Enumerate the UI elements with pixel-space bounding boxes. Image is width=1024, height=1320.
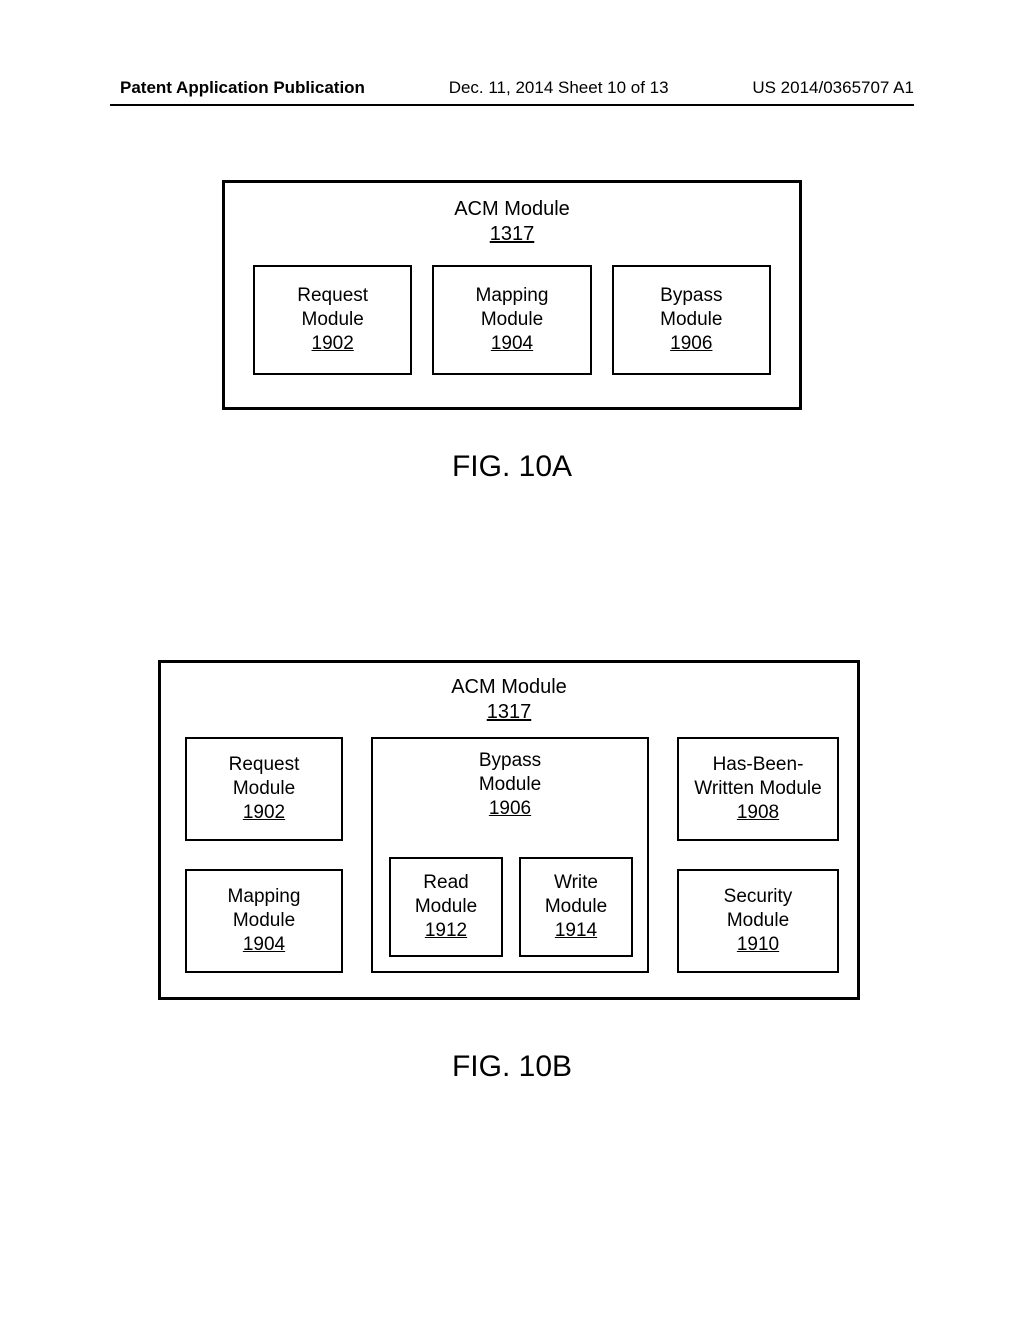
module-ref: 1912 xyxy=(425,919,467,943)
page-header: Patent Application Publication Dec. 11, … xyxy=(0,78,1024,98)
module-label: Security xyxy=(724,885,793,909)
module-label: Module xyxy=(481,308,543,332)
figB-body: Request Module 1902 Mapping Module 1904 … xyxy=(161,731,857,1001)
module-ref: 1904 xyxy=(491,332,533,356)
module-label: Module xyxy=(660,308,722,332)
module-ref: 1902 xyxy=(312,332,354,356)
module-label: Mapping xyxy=(228,885,301,909)
module-label: Bypass xyxy=(660,284,722,308)
module-ref: 1910 xyxy=(737,933,779,957)
module-ref: 1904 xyxy=(243,933,285,957)
module-label: Request xyxy=(229,753,300,777)
module-ref: 1914 xyxy=(555,919,597,943)
figure-10a-container: ACM Module 1317 Request Module 1902 Mapp… xyxy=(222,180,802,410)
write-module-box: Write Module 1914 xyxy=(519,857,633,957)
module-label: Written Module xyxy=(694,777,821,801)
request-module-box: Request Module 1902 xyxy=(253,265,412,375)
module-label: Module xyxy=(415,895,477,919)
header-right: US 2014/0365707 A1 xyxy=(752,78,914,98)
page: Patent Application Publication Dec. 11, … xyxy=(0,0,1024,1320)
figure-10b-caption: FIG. 10B xyxy=(0,1050,1024,1084)
figure-10b-container: ACM Module 1317 Request Module 1902 Mapp… xyxy=(158,660,860,1000)
figure-10b-title: ACM Module 1317 xyxy=(161,675,857,725)
module-label: Mapping xyxy=(476,284,549,308)
header-left: Patent Application Publication xyxy=(120,78,365,98)
bypass-module-box: Bypass Module 1906 Read Module 1912 Writ… xyxy=(371,737,649,973)
module-ref: 1908 xyxy=(737,801,779,825)
module-label: Module xyxy=(233,777,295,801)
request-module-box: Request Module 1902 xyxy=(185,737,343,841)
figA-title-ref: 1317 xyxy=(225,222,799,247)
security-module-box: Security Module 1910 xyxy=(677,869,839,973)
module-label: Request xyxy=(297,284,368,308)
figA-modules-row: Request Module 1902 Mapping Module 1904 … xyxy=(225,247,799,375)
figA-title-line1: ACM Module xyxy=(225,197,799,222)
module-label: Module xyxy=(302,308,364,332)
module-label: Has-Been- xyxy=(713,753,804,777)
module-label: Write xyxy=(554,871,598,895)
module-label: Bypass xyxy=(479,749,541,773)
module-label: Module xyxy=(545,895,607,919)
figure-10a-caption: FIG. 10A xyxy=(0,450,1024,484)
module-label: Read xyxy=(423,871,468,895)
module-label: Module xyxy=(479,773,541,797)
header-middle: Dec. 11, 2014 Sheet 10 of 13 xyxy=(449,78,669,98)
bypass-module-box: Bypass Module 1906 xyxy=(612,265,771,375)
figB-title-line1: ACM Module xyxy=(161,675,857,700)
module-ref: 1902 xyxy=(243,801,285,825)
figure-10a-title: ACM Module 1317 xyxy=(225,197,799,247)
module-label: Module xyxy=(233,909,295,933)
header-rule xyxy=(110,104,914,106)
mapping-module-box: Mapping Module 1904 xyxy=(432,265,591,375)
module-ref: 1906 xyxy=(670,332,712,356)
read-module-box: Read Module 1912 xyxy=(389,857,503,957)
module-ref: 1906 xyxy=(489,797,531,821)
has-been-written-module-box: Has-Been- Written Module 1908 xyxy=(677,737,839,841)
module-label: Module xyxy=(727,909,789,933)
figB-title-ref: 1317 xyxy=(161,700,857,725)
mapping-module-box: Mapping Module 1904 xyxy=(185,869,343,973)
